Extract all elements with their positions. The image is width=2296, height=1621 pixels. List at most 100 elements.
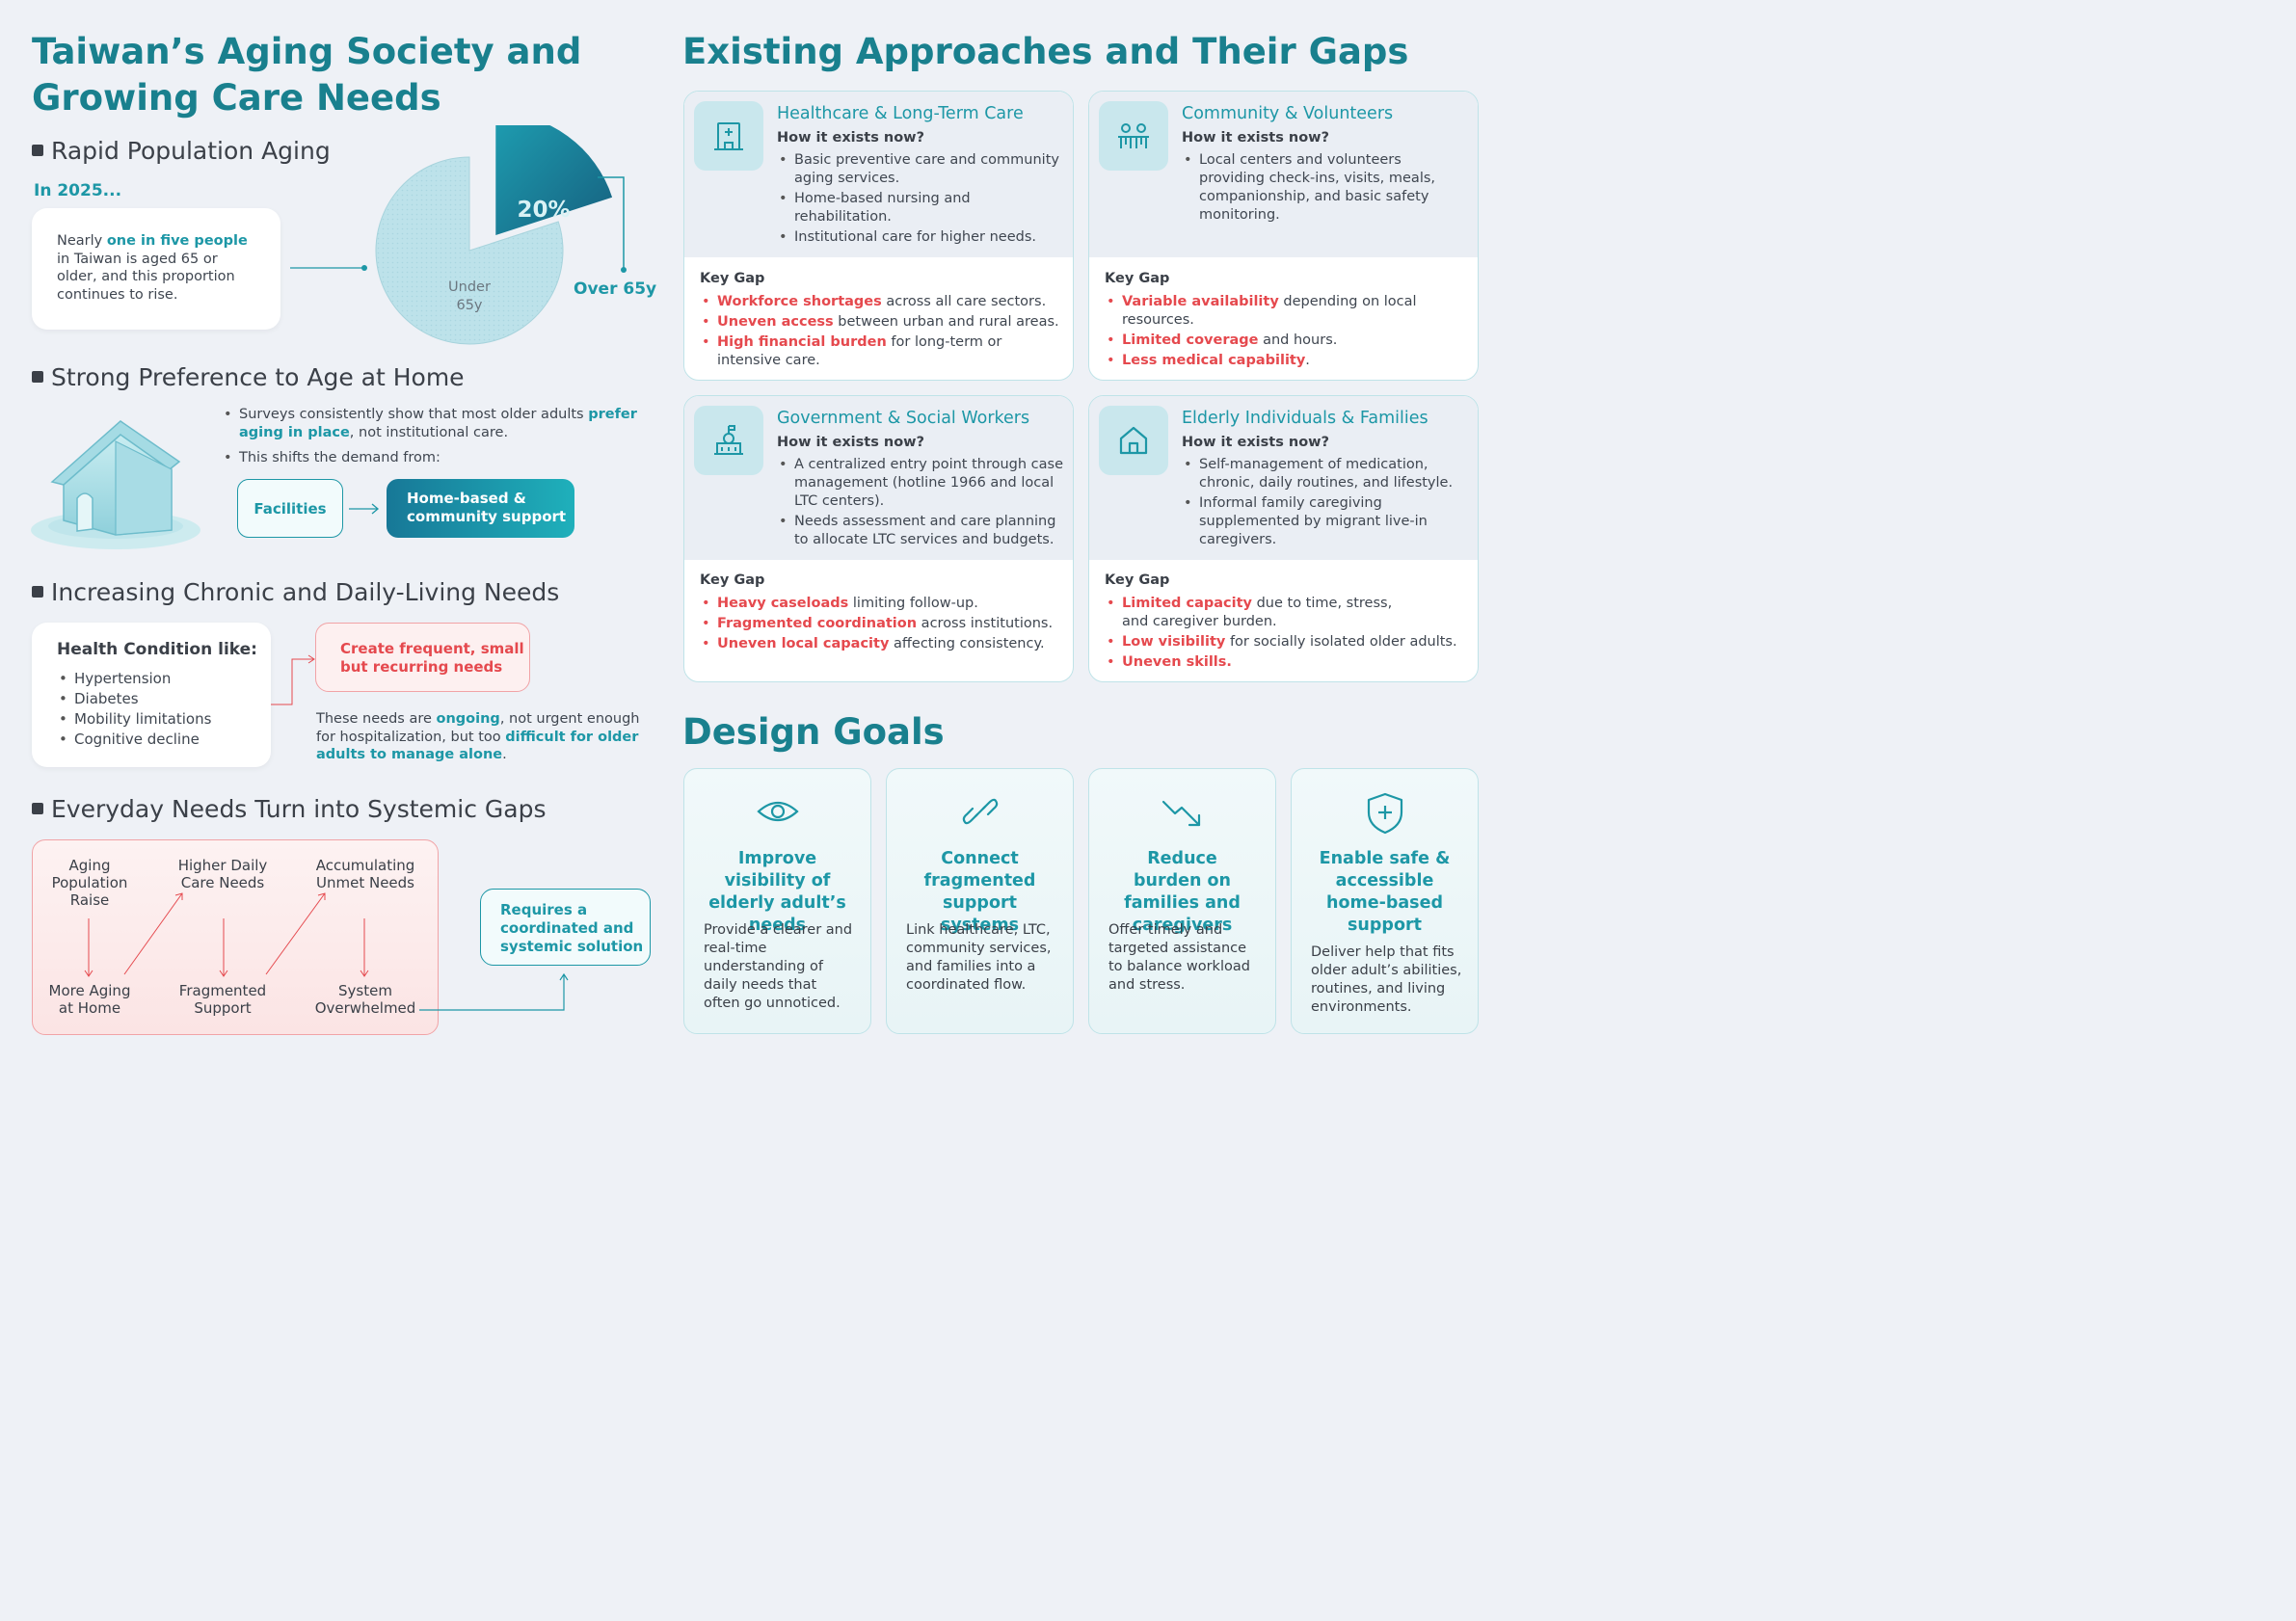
health-condition-card: Health Condition like: HypertensionDiabe… [32,623,271,767]
gap-item: Uneven skills. [1105,653,1466,672]
systemic-solution-box: Requires a coordinated and systemic solu… [480,889,651,966]
needs-explanation: These needs are ongoing, not urgent enou… [316,710,644,764]
year-label: In 2025... [34,181,122,200]
gap-highlight: Uneven access [717,314,834,330]
gap-text: affecting consistency. [889,636,1045,651]
pie-over-dot [621,267,627,273]
flow-more-aging-home: More Aging at Home [48,982,131,1017]
pie-over-connector [598,176,625,270]
how-label: How it exists now? [777,435,924,450]
stat-text-pre: Nearly [57,233,107,249]
needs-text: , not urgent enough for hospitalization,… [316,711,640,745]
approach-bullets: A centralized entry point through case m… [777,456,1071,551]
pie-card-dot [361,265,367,271]
gap-highlight: Limited capacity [1122,596,1252,611]
condition-item: Cognitive decline [57,730,271,750]
pie-chart: 20% Under 65y [290,125,627,345]
systemic-gap-flow-box [32,839,439,1035]
pie-under-label-l2: 65y [456,298,482,313]
pie-slice-under-65 [375,156,564,345]
section-heading-systemic-gaps: Everyday Needs Turn into Systemic Gaps [32,793,547,824]
health-condition-title: Health Condition like: [57,640,257,659]
goal-card-reduce-burden: Reduce burden on families and caregivers… [1088,768,1276,1034]
heading-bullet [32,586,43,598]
gap-item: Low visibility for socially isolated old… [1105,633,1466,651]
over-65-label: Over 65y [574,279,657,299]
condition-connector [271,654,315,705]
approach-bullet: Institutional care for higher needs. [777,228,1071,247]
stat-text-post: in Taiwan is aged 65 or older, and this … [57,251,235,303]
gap-list: Heavy caseloads limiting follow-up. Frag… [700,595,1066,655]
gap-text: for long-term or intensive care. [717,334,1002,368]
main-title-line2: Growing Care Needs [32,77,441,119]
needs-text: . [502,747,507,762]
gap-item: High financial burden for long-term or i… [700,333,1018,370]
key-gap-label: Key Gap [700,271,765,286]
gap-text: limiting follow-up. [848,596,978,611]
how-label: How it exists now? [1182,130,1329,146]
how-label: How it exists now? [777,130,924,146]
section-heading-chronic-needs: Increasing Chronic and Daily-Living Need… [32,576,559,607]
arrow-right-icon [349,503,380,515]
hospital-icon [694,101,763,171]
heading-bullet [32,803,43,814]
approach-bullets: Self-management of medication, chronic, … [1182,456,1461,551]
approach-bullet: Self-management of medication, chronic, … [1182,456,1461,492]
key-gap-label: Key Gap [700,572,765,588]
to-home-community-box: Home-based & community support [387,479,574,538]
goal-description: Provide a clearer and real-time understa… [704,922,853,1011]
section-heading-age-at-home: Strong Preference to Age at Home [32,361,465,392]
flow-higher-care-needs: Higher Daily Care Needs [177,857,268,891]
flow-unmet-needs: Accumulating Unmet Needs [315,857,415,891]
gap-item: Workforce shortages across all care sect… [700,293,1066,311]
gap-item: Uneven access between urban and rural ar… [700,313,1066,332]
stat-highlight: one in five people [106,233,248,249]
approach-bullet: Informal family caregiving supplemented … [1182,494,1461,549]
approach-card-healthcare: Healthcare & Long-Term Care How it exist… [683,91,1074,381]
to-box-line1: Home-based & [407,490,526,507]
gap-text: between urban and rural areas. [833,314,1059,330]
approach-bullet: Home-based nursing and rehabilitation. [777,190,1071,226]
pie-percent-label: 20% [517,198,570,223]
goal-card-connect: Connect fragmented support systems Link … [886,768,1074,1034]
heading-bullet [32,371,43,383]
bullet-text: , not institutional care. [349,424,509,440]
from-facilities-box: Facilities [237,479,343,538]
people-icon [1099,101,1168,171]
government-building-icon [694,406,763,475]
eye-icon [756,801,799,822]
bullet-highlight: prefer aging in place [239,407,637,440]
gap-item: Less medical capability. [1105,352,1437,370]
preference-bullet-1: Surveys consistently show that most olde… [222,406,646,441]
approach-bullet: Needs assessment and care planning to al… [777,513,1071,549]
goal-card-visibility: Improve visibility of elderly adult’s ne… [683,768,871,1034]
needs-text: These needs are [316,711,437,727]
gap-highlight: Workforce shortages [717,294,882,309]
approach-bullet: Basic preventive care and community agin… [777,151,1071,188]
gap-list: Limited capacity due to time, stress, an… [1105,595,1466,674]
gap-text: depending on local resources. [1122,294,1417,328]
goal-description: Link healthcare, LTC, community services… [906,922,1052,993]
approach-card-community: Community & Volunteers How it exists now… [1088,91,1479,381]
gap-text: . [1305,353,1310,368]
gap-text: across all care sectors. [881,294,1047,309]
solution-line2: coordinated and [500,919,634,937]
gap-item: Limited coverage and hours. [1105,332,1437,350]
approach-title: Community & Volunteers [1182,104,1394,123]
needs-highlight: difficult for older adults to manage alo… [316,729,639,763]
gap-highlight: Variable availability [1122,294,1279,309]
approach-card-elderly-families: Elderly Individuals & Families How it ex… [1088,395,1479,682]
condition-list: HypertensionDiabetesMobility limitations… [57,669,271,750]
key-gap-label: Key Gap [1105,271,1170,286]
recurring-needs-line1: Create frequent, small [340,640,524,657]
approach-bullet: Local centers and volunteers providing c… [1182,151,1452,225]
condition-item: Mobility limitations [57,709,271,730]
goal-description: Deliver help that fits older adult’s abi… [1311,944,1462,1015]
recurring-needs-line2: but recurring needs [340,658,503,676]
gap-text: across institutions. [917,616,1054,631]
section-heading-text: Everyday Needs Turn into Systemic Gaps [51,794,547,823]
pie-slice-over-65 [495,125,613,235]
goal-card-home-support: Enable safe & accessible home-based supp… [1291,768,1479,1034]
approach-title: Elderly Individuals & Families [1182,409,1428,428]
flow-fragmented-support: Fragmented Support [178,982,267,1017]
